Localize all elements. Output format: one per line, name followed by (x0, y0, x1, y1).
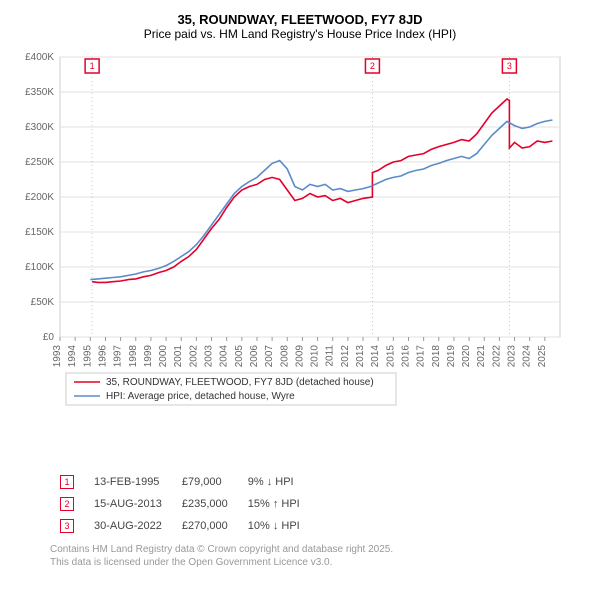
svg-text:2003: 2003 (204, 345, 215, 368)
svg-text:2002: 2002 (188, 345, 199, 368)
attribution-footer: Contains HM Land Registry data © Crown c… (50, 543, 588, 569)
tx-price: £270,000 (172, 515, 238, 537)
svg-text:2022: 2022 (491, 345, 502, 368)
svg-text:£50K: £50K (31, 297, 55, 308)
svg-text:1995: 1995 (82, 345, 93, 368)
svg-text:£200K: £200K (25, 192, 54, 203)
svg-text:2010: 2010 (310, 345, 321, 368)
svg-text:1998: 1998 (128, 345, 139, 368)
tx-marker-3: 3 (60, 519, 74, 533)
svg-text:3: 3 (507, 61, 512, 71)
svg-text:2018: 2018 (431, 345, 442, 368)
svg-text:2000: 2000 (158, 345, 169, 368)
tx-delta: 10% ↓ HPI (238, 515, 310, 537)
chart-subtitle: Price paid vs. HM Land Registry's House … (12, 27, 588, 41)
tx-date: 13-FEB-1995 (84, 471, 172, 493)
svg-text:2015: 2015 (385, 345, 396, 368)
svg-text:1993: 1993 (52, 345, 63, 368)
svg-text:2008: 2008 (279, 345, 290, 368)
svg-text:2024: 2024 (522, 345, 533, 368)
tx-date: 30-AUG-2022 (84, 515, 172, 537)
svg-text:2017: 2017 (416, 345, 427, 368)
svg-text:£150K: £150K (25, 227, 54, 238)
svg-text:1994: 1994 (67, 345, 78, 368)
svg-text:2001: 2001 (173, 345, 184, 368)
tx-delta: 15% ↑ HPI (238, 493, 310, 515)
svg-text:2012: 2012 (340, 345, 351, 368)
svg-text:2020: 2020 (461, 345, 472, 368)
svg-text:2005: 2005 (234, 345, 245, 368)
transactions-table: 1 13-FEB-1995£79,0009% ↓ HPI 2 15-AUG-2013£… (50, 471, 310, 537)
transaction-row: 3 30-AUG-2022£270,00010% ↓ HPI (50, 515, 310, 537)
svg-text:£250K: £250K (25, 157, 54, 168)
line-chart: £0 £50K £100K £150K £200K £250K £300K £350K £400… (12, 47, 572, 463)
svg-text:1996: 1996 (97, 345, 108, 368)
svg-text:1: 1 (90, 61, 95, 71)
svg-text:2023: 2023 (507, 345, 518, 368)
svg-text:2006: 2006 (249, 345, 260, 368)
svg-text:£0: £0 (43, 332, 55, 343)
svg-text:2013: 2013 (355, 345, 366, 368)
tx-marker-2: 2 (60, 497, 74, 511)
svg-text:2016: 2016 (400, 345, 411, 368)
svg-text:£100K: £100K (25, 262, 54, 273)
legend-label-hpi: HPI: Average price, detached house, Wyre (106, 391, 295, 402)
svg-text:2009: 2009 (294, 345, 305, 368)
svg-text:1999: 1999 (143, 345, 154, 368)
svg-text:£350K: £350K (25, 87, 54, 98)
chart-title: 35, ROUNDWAY, FLEETWOOD, FY7 8JD (12, 12, 588, 27)
svg-text:£400K: £400K (25, 52, 54, 63)
tx-date: 15-AUG-2013 (84, 493, 172, 515)
transaction-row: 1 13-FEB-1995£79,0009% ↓ HPI (50, 471, 310, 493)
footer-line-1: Contains HM Land Registry data © Crown c… (50, 543, 588, 556)
svg-text:£300K: £300K (25, 122, 54, 133)
svg-text:2007: 2007 (264, 345, 275, 368)
svg-text:2011: 2011 (325, 345, 336, 367)
tx-price: £79,000 (172, 471, 238, 493)
tx-marker-1: 1 (60, 475, 74, 489)
svg-text:2019: 2019 (446, 345, 457, 368)
legend-label-subject: 35, ROUNDWAY, FLEETWOOD, FY7 8JD (detach… (106, 377, 374, 388)
svg-text:1997: 1997 (113, 345, 124, 368)
tx-price: £235,000 (172, 493, 238, 515)
chart-container: £0 £50K £100K £150K £200K £250K £300K £350K £400… (12, 47, 588, 463)
svg-text:2014: 2014 (370, 345, 381, 368)
footer-line-2: This data is licensed under the Open Gov… (50, 556, 588, 569)
svg-text:2025: 2025 (537, 345, 548, 368)
svg-text:2: 2 (370, 61, 375, 71)
svg-text:2004: 2004 (219, 345, 230, 368)
svg-text:2021: 2021 (476, 345, 487, 368)
tx-delta: 9% ↓ HPI (238, 471, 310, 493)
transaction-row: 2 15-AUG-2013£235,00015% ↑ HPI (50, 493, 310, 515)
